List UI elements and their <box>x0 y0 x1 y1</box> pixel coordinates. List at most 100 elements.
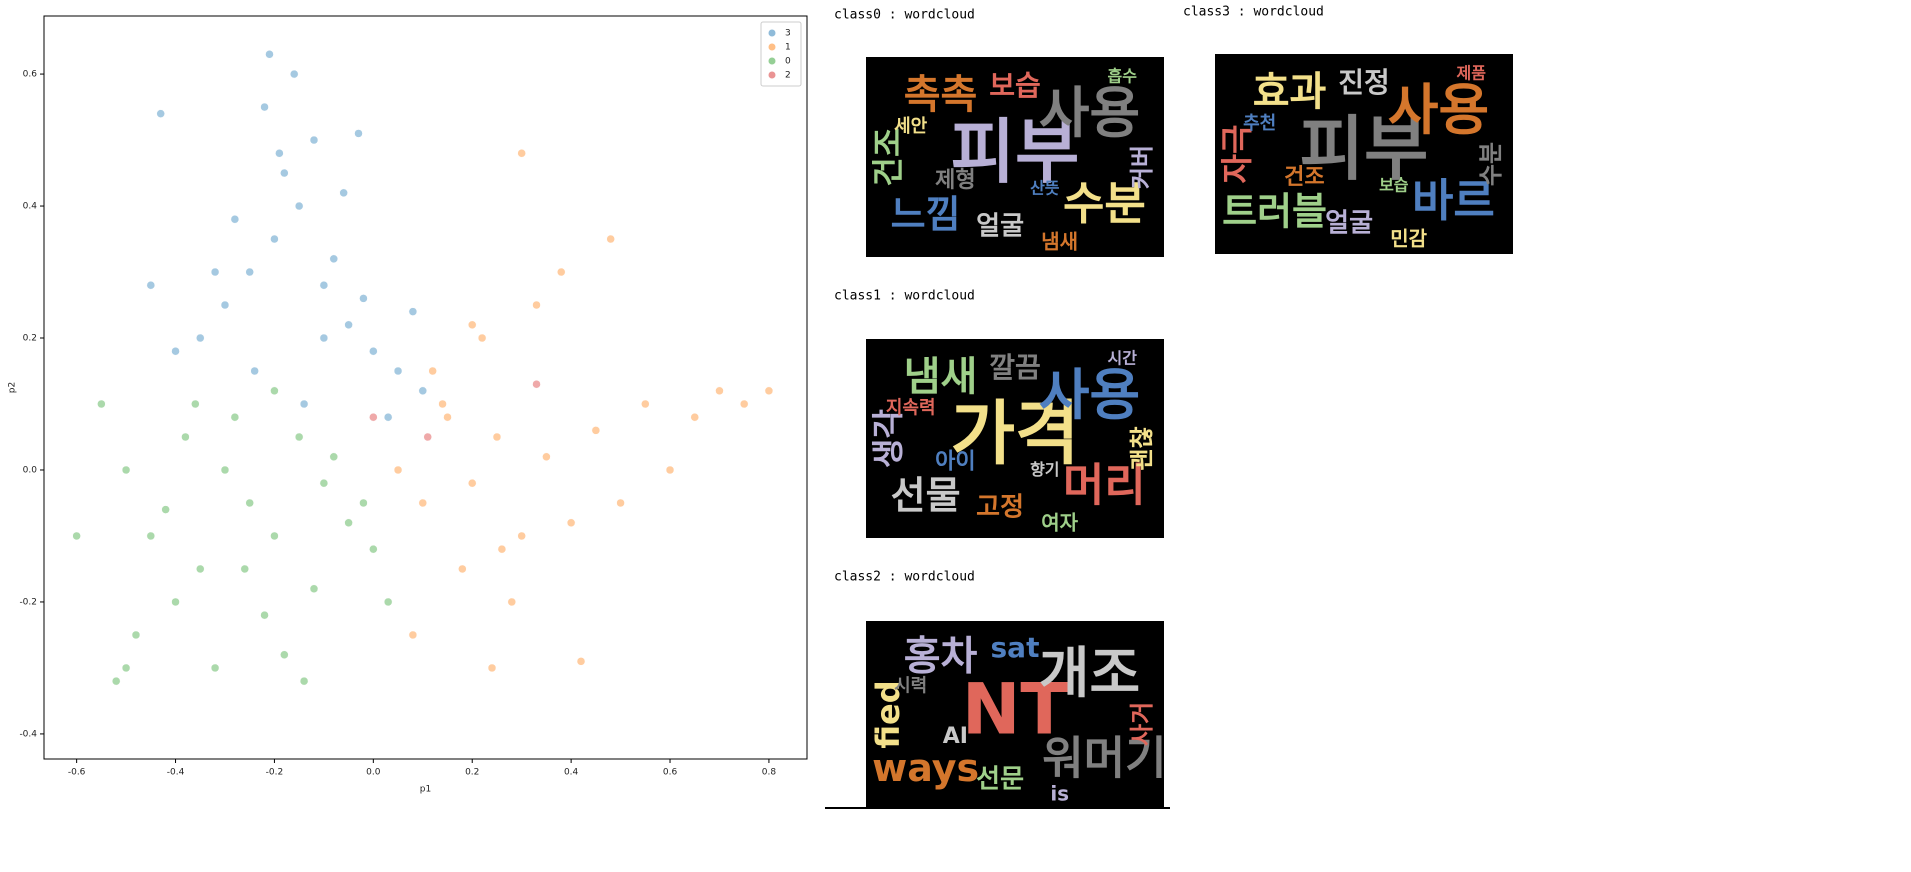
wordcloud-word: 건조 <box>1284 165 1324 190</box>
scatter-point <box>408 630 418 640</box>
scatter-point <box>492 432 502 442</box>
scatter-point <box>210 267 220 277</box>
wordcloud-word: 보습 <box>989 69 1041 102</box>
wordcloud-word: 효과 <box>1253 69 1327 115</box>
wordcloud-word: 커버 <box>1128 145 1156 189</box>
wordcloud-word: 사용 <box>1039 81 1140 145</box>
scatter-point <box>359 498 368 508</box>
wordcloud-title: class3 : wordcloud <box>1183 5 1324 20</box>
wordcloud-word: 피부 <box>1300 108 1429 190</box>
scatter-point <box>739 399 749 409</box>
scatter-point <box>393 465 403 475</box>
wordcloud-word: 아이 <box>935 449 975 474</box>
wordcloud-word: 냄새 <box>1041 230 1078 254</box>
x-tick-label: 0.0 <box>366 768 381 778</box>
scatter-point <box>764 386 774 396</box>
y-tick-label: -0.4 <box>19 729 37 739</box>
wordcloud-word: 사용 <box>1388 78 1489 142</box>
wordcloud-background <box>866 339 1164 538</box>
wordcloud-word: 여자 <box>1041 511 1078 535</box>
scatter-point <box>591 426 601 435</box>
scatter-point <box>230 214 240 224</box>
scatter-point <box>121 465 131 475</box>
scatter-point <box>606 234 615 244</box>
scatter-point <box>438 399 447 409</box>
legend-box <box>760 21 802 87</box>
scatter-point <box>616 498 625 508</box>
wordcloud-word: fied <box>869 680 907 748</box>
scatter-point <box>131 630 141 640</box>
wordcloud-word: 진정 <box>1338 66 1390 99</box>
wordcloud-word: 워머기 <box>1042 731 1166 784</box>
wordcloud-word: 고정 <box>976 493 1024 523</box>
scatter-point <box>369 346 378 356</box>
wordcloud-word: sat <box>991 631 1040 664</box>
wordcloud-background <box>866 621 1164 808</box>
scatter-point <box>245 498 254 508</box>
scatter-point <box>72 531 81 541</box>
wordcloud-word: 시간 <box>1108 348 1138 367</box>
scatter-point <box>423 432 432 442</box>
scatter-point <box>497 544 507 554</box>
scatter-point <box>220 300 230 310</box>
wordcloud-title: class0 : wordcloud <box>834 8 975 23</box>
scatter-point <box>240 564 250 574</box>
scatter-point <box>443 412 452 422</box>
wordcloud-word: 추천 <box>1243 113 1276 134</box>
scatter-point <box>393 366 403 376</box>
x-tick-label: 0.2 <box>465 768 479 778</box>
scatter-point <box>270 386 279 396</box>
scatter-point <box>566 518 576 528</box>
wordcloud-word: 선물 <box>891 474 961 518</box>
scatter-point <box>156 109 165 118</box>
wordcloud-word: 건조 <box>869 128 907 187</box>
scatter-point <box>319 478 329 488</box>
scatter-point <box>369 412 378 422</box>
wordcloud-background <box>1215 54 1513 254</box>
wordcloud-word: 바르 <box>1412 174 1495 227</box>
scatter-point <box>576 657 586 666</box>
scatter-point <box>359 294 368 303</box>
legend-label: 3 <box>785 29 791 39</box>
x-tick-label: -0.6 <box>68 768 86 778</box>
wordcloud-word: 사용 <box>1039 363 1140 427</box>
wordcloud-word: 느낌 <box>891 193 961 237</box>
scatter-point <box>280 650 289 659</box>
wordcloud-word: 홍차 <box>904 633 978 679</box>
scatter-point <box>715 386 724 396</box>
scatter-point <box>161 505 170 514</box>
x-tick-label: 0.4 <box>564 768 579 778</box>
wordcloud-title: class1 : wordcloud <box>834 289 975 304</box>
scatter-point <box>210 663 220 673</box>
scatter-point <box>428 366 437 376</box>
legend-label: 0 <box>785 57 791 67</box>
scatter-point <box>369 544 378 554</box>
scatter-point <box>319 333 329 343</box>
wordcloud-word: ways <box>872 746 979 790</box>
scatter-point <box>665 465 675 475</box>
scatter-point <box>641 399 650 409</box>
scatter-point <box>181 432 190 442</box>
scatter-point <box>294 432 304 442</box>
plot-frame <box>43 15 808 760</box>
wordcloud-word: 흡수 <box>1108 67 1138 86</box>
wordcloud-word: 괜찮 <box>1128 426 1156 470</box>
wordcloud-word: 선문 <box>976 764 1024 794</box>
scatter-point <box>289 69 299 79</box>
x-tick-label: 0.8 <box>762 768 777 778</box>
scatter-point <box>97 399 106 409</box>
scatter-point <box>477 333 487 343</box>
wordcloud-word: 산뜻 <box>1030 179 1060 198</box>
wordcloud-word: 제품 <box>1457 64 1487 83</box>
wordcloud-word: 수분 <box>1063 177 1146 230</box>
scatter-point <box>309 135 319 145</box>
y-tick-label: -0.2 <box>19 597 37 607</box>
wordcloud-word: 수분 <box>1477 142 1505 186</box>
scatter-point <box>507 597 517 607</box>
scatter-point <box>196 564 205 574</box>
scatter-point <box>111 676 121 686</box>
scatter-point <box>230 412 240 422</box>
